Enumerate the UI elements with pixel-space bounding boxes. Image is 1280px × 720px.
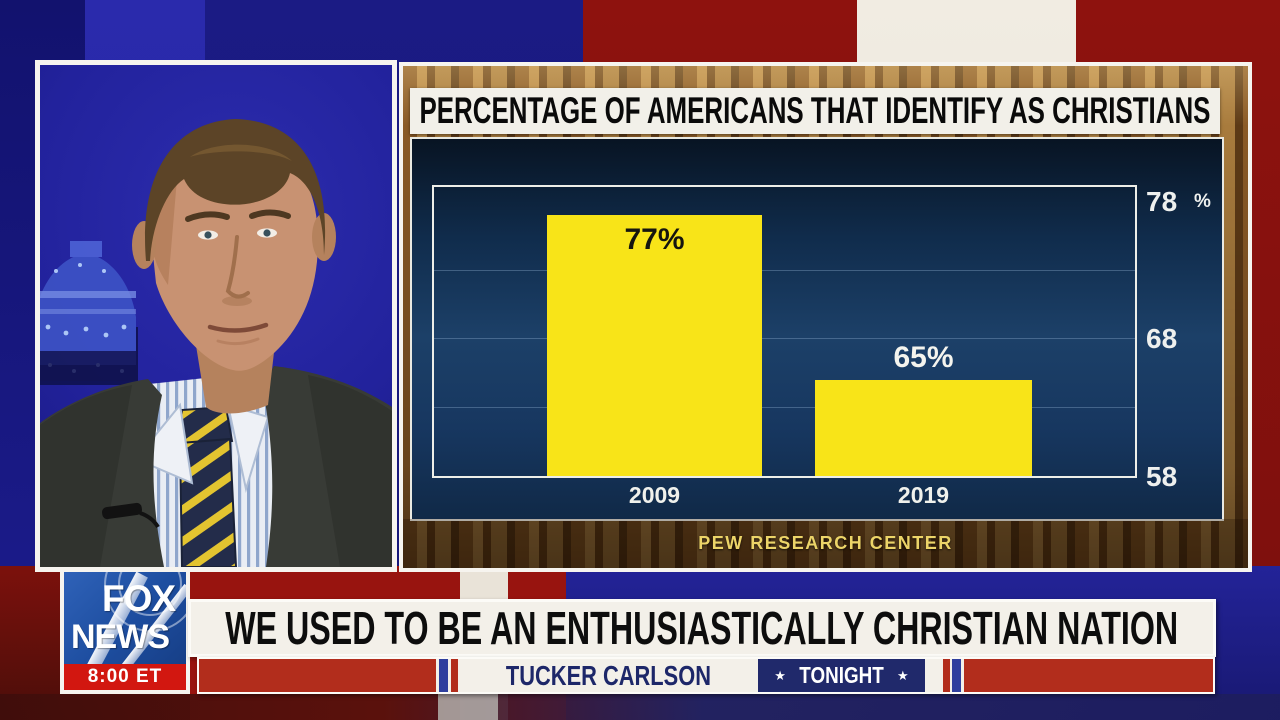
chart-source-bar: PEW RESEARCH CENTER <box>403 519 1248 568</box>
chart-title-bar: PERCENTAGE OF AMERICANS THAT IDENTIFY AS… <box>410 88 1220 134</box>
chyron-bar: WE USED TO BE AN ENTHUSIASTICALLY CHRIST… <box>188 599 1216 657</box>
x-axis-label: 2019 <box>897 482 950 508</box>
gridline <box>434 270 1135 271</box>
banner-red-block <box>964 659 1213 692</box>
x-axis-label: 2009 <box>628 482 681 508</box>
fox-logo-square: FOX NEWS <box>64 572 186 664</box>
banner-blue-stripe <box>952 659 961 692</box>
y-axis-tick: 78 <box>1146 186 1178 217</box>
chart-title: PERCENTAGE OF AMERICANS THAT IDENTIFY AS… <box>419 90 1211 131</box>
show-suffix: TONIGHT <box>799 662 884 688</box>
banner-gap <box>925 659 943 692</box>
show-banner: TUCKER CARLSON ★ TONIGHT ★ <box>197 657 1215 694</box>
chart-window: PERCENTAGE OF AMERICANS THAT IDENTIFY AS… <box>399 62 1252 572</box>
time-badge: 8:00 ET <box>64 664 186 690</box>
chart-source: PEW RESEARCH CENTER <box>698 533 953 553</box>
star-icon: ★ <box>774 667 786 683</box>
bar-2019: 65% <box>815 341 1032 476</box>
y-axis-unit: % <box>1194 191 1211 212</box>
network-logo: FOX NEWS 8:00 ET <box>60 568 190 694</box>
show-suffix-box: ★ TONIGHT ★ <box>758 659 925 692</box>
bar-value-label: 77% <box>624 223 685 256</box>
lapel-mic-icon <box>102 502 160 529</box>
show-name: TUCKER CARLSON <box>505 659 711 691</box>
gridline <box>434 338 1135 339</box>
host-illustration <box>40 119 392 567</box>
y-axis-tick: 68 <box>1146 323 1178 354</box>
banner-red-stripe <box>451 659 458 692</box>
show-name-field: TUCKER CARLSON <box>458 659 758 692</box>
chyron-headline: WE USED TO BE AN ENTHUSIASTICALLY CHRIST… <box>225 602 1179 654</box>
plot-area: 77% 65% <box>432 185 1137 478</box>
capitol-dome-graphic <box>40 241 138 385</box>
banner-red-block <box>199 659 436 692</box>
studio-floor-pillar <box>438 694 498 720</box>
tie <box>176 405 238 567</box>
banner-red-stripe <box>943 659 950 692</box>
logo-text-fox: FOX <box>102 578 176 619</box>
gridline <box>434 407 1135 408</box>
bar-2009: 77% <box>547 215 762 476</box>
bar-value-label: 65% <box>893 341 954 374</box>
star-icon: ★ <box>897 667 909 683</box>
suit-jacket <box>40 366 392 567</box>
face <box>132 119 336 371</box>
y-axis-tick: 58 <box>1146 461 1178 492</box>
host-video-window <box>35 60 397 572</box>
chart-graph-panel: 77% 65% 78 68 58 % 2009 2019 <box>410 137 1224 521</box>
logo-text-news: NEWS <box>71 618 170 656</box>
studio-floor <box>0 694 1280 720</box>
banner-blue-stripe <box>439 659 448 692</box>
